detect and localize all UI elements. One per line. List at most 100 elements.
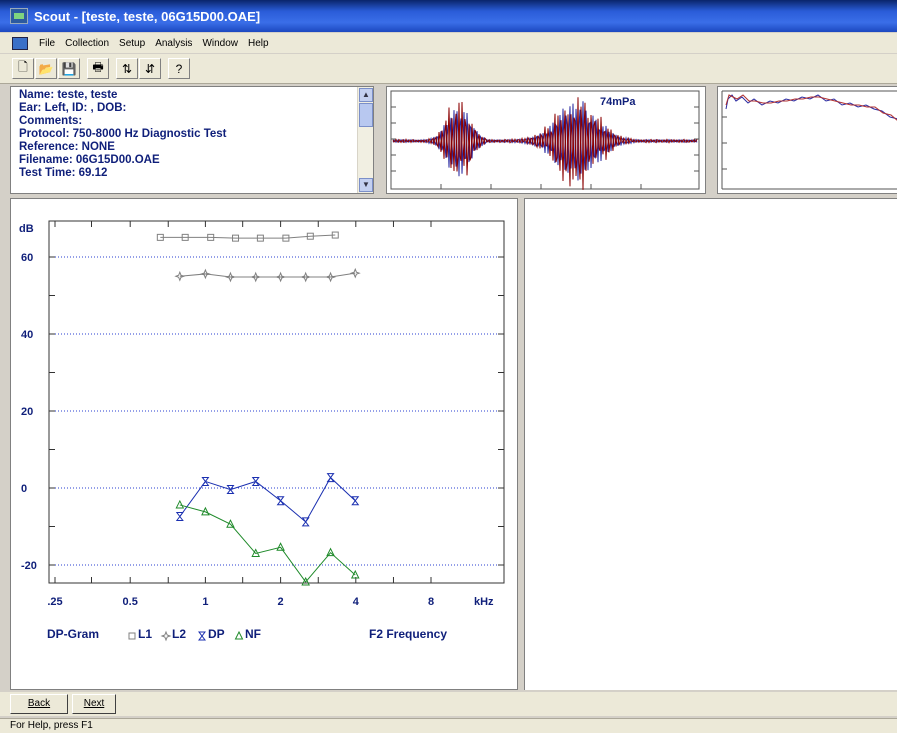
- info-filename: Filename: 06G15D00.OAE: [19, 154, 160, 166]
- save-button[interactable]: 💾: [58, 58, 80, 79]
- data-point-dp: [226, 485, 235, 495]
- x-tick-label: 2: [278, 596, 284, 608]
- window-title: Scout - [teste, teste, 06G15D00.OAE]: [34, 8, 261, 24]
- help-button[interactable]: ?: [168, 58, 190, 79]
- data-point-dp: [175, 511, 184, 521]
- data-point-dp: [276, 496, 285, 506]
- data-point-l1: [331, 231, 339, 239]
- dpgram-panel: dB 60 40 20 0 -20 .25 0.5 1 2 4 8 kHz DP-Gram L1 L…: [10, 198, 518, 690]
- status-text: For Help, press F1: [10, 720, 93, 731]
- new-file-button[interactable]: 🗋: [12, 58, 34, 79]
- y-tick-label: 0: [21, 483, 27, 495]
- data-point-l2: [174, 270, 186, 282]
- new-file-icon: 🗋: [18, 60, 28, 74]
- info-protocol: Protocol: 750-8000 Hz Diagnostic Test: [19, 128, 227, 140]
- menu-setup[interactable]: Setup: [119, 37, 146, 49]
- data-point-l2: [224, 271, 236, 283]
- scroll-thumb[interactable]: [359, 103, 373, 127]
- patient-info-panel[interactable]: Name: teste, teste Ear: Left, ID: , DOB:…: [10, 86, 374, 194]
- secondary-panel: [524, 198, 897, 690]
- menu-window[interactable]: Window: [202, 37, 239, 49]
- toolbar: 🗋 📂 💾 🖶 ⇅ ⇵ ?: [0, 54, 897, 84]
- legend-label-l1: L1: [138, 627, 152, 641]
- data-point-l2: [300, 271, 312, 283]
- series-l1: [156, 231, 339, 242]
- spectrum-plot: [721, 90, 897, 190]
- waveform-panel: 74mPa: [386, 86, 706, 194]
- analyze-button[interactable]: ⇵: [139, 58, 161, 79]
- info-comments: Comments:: [19, 115, 83, 127]
- x-tick-label: 0.5: [123, 596, 138, 608]
- info-name: Name: teste, teste: [19, 89, 118, 101]
- series-line-dp: [179, 476, 356, 523]
- data-point-l1: [207, 233, 215, 241]
- app-icon[interactable]: [10, 8, 28, 24]
- data-point-nf: [251, 548, 261, 557]
- data-point-dp: [201, 476, 210, 486]
- info-ear: Ear: Left, ID: , DOB:: [19, 102, 127, 114]
- open-folder-icon: 📂: [38, 61, 54, 76]
- menu-bar: File Collection Setup Analysis Window He…: [0, 33, 897, 53]
- data-point-l1: [181, 233, 189, 241]
- legend-marker-l1: [128, 632, 136, 640]
- analyze-icon: ⇵: [144, 61, 156, 76]
- y-tick-label: 60: [21, 252, 33, 264]
- x-tick-label: 4: [353, 596, 360, 608]
- data-point-nf: [226, 519, 235, 528]
- legend-marker-l2: [160, 630, 172, 642]
- data-point-l2: [349, 267, 361, 279]
- x-tick-label: 1: [202, 596, 208, 608]
- data-point-dp: [351, 496, 360, 506]
- x-unit-label: kHz: [474, 596, 494, 608]
- info-scrollbar[interactable]: ▲ ▼: [357, 87, 373, 193]
- dpgram-chart: dB 60 40 20 0 -20 .25 0.5 1 2 4 8 kHz DP-Gram L1 L…: [19, 220, 505, 642]
- series-nf: [175, 499, 360, 586]
- y-tick-label: -20: [21, 560, 37, 572]
- y-tick-label: 40: [21, 329, 33, 341]
- data-point-l2: [275, 271, 287, 283]
- legend-title: DP-Gram: [47, 627, 99, 641]
- data-point-l2: [199, 268, 211, 280]
- data-point-dp: [301, 517, 310, 527]
- legend-label-nf: NF: [245, 627, 261, 641]
- document-icon[interactable]: [12, 36, 28, 50]
- x-tick-label: 8: [428, 596, 434, 608]
- patient-info-text: Name: teste, teste Ear: Left, ID: , DOB:…: [19, 89, 226, 180]
- open-button[interactable]: 📂: [35, 58, 57, 79]
- legend-label-dp: DP: [208, 627, 225, 641]
- data-point-nf: [276, 542, 285, 551]
- data-point-l1: [282, 234, 290, 242]
- x-axis-label: F2 Frequency: [369, 627, 447, 641]
- y-axis-label: dB: [19, 223, 34, 235]
- data-point-l2: [325, 271, 337, 283]
- series-line-nf: [179, 504, 356, 583]
- menu-file[interactable]: File: [39, 37, 56, 49]
- back-button[interactable]: Back: [10, 694, 68, 714]
- data-point-l2: [250, 271, 262, 283]
- legend-marker-dp: [198, 631, 206, 641]
- menu-analysis[interactable]: Analysis: [155, 37, 193, 49]
- x-tick-label: .25: [47, 596, 62, 608]
- data-point-l1: [156, 233, 164, 241]
- spectrum-panel: [717, 86, 897, 194]
- print-icon: 🖶: [92, 60, 104, 74]
- data-point-nf: [301, 576, 310, 586]
- help-icon: ?: [175, 61, 183, 76]
- print-button[interactable]: 🖶: [87, 58, 109, 79]
- data-point-dp: [326, 473, 335, 483]
- scroll-up-icon[interactable]: ▲: [359, 88, 373, 102]
- legend-label-l2: L2: [172, 627, 186, 641]
- menu-help[interactable]: Help: [248, 37, 269, 49]
- data-point-l1: [256, 234, 264, 242]
- y-tick-label: 20: [21, 406, 33, 418]
- next-button[interactable]: Next: [72, 694, 116, 714]
- collect-button[interactable]: ⇅: [116, 58, 138, 79]
- scroll-down-icon[interactable]: ▼: [359, 178, 373, 192]
- data-point-nf: [175, 499, 185, 509]
- amplitude-label: 74mPa: [600, 96, 636, 108]
- menu-collection[interactable]: Collection: [65, 37, 110, 49]
- info-reference: Reference: NONE: [19, 141, 115, 153]
- next-button-label: Next: [83, 698, 105, 709]
- waveform-plot: 74mPa: [390, 90, 700, 190]
- status-bar: For Help, press F1: [0, 718, 897, 733]
